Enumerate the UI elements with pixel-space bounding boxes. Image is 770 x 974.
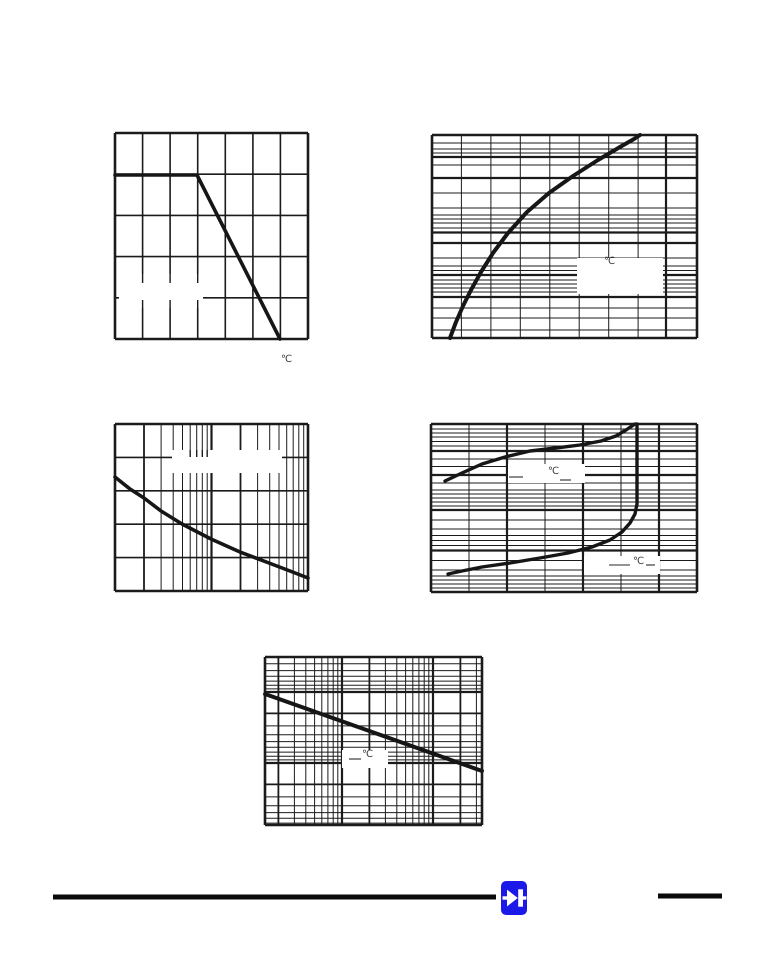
data-curve — [446, 422, 639, 576]
label-mask — [577, 258, 663, 294]
brand-logo — [501, 881, 527, 915]
celsius-label: ℃ — [604, 256, 616, 267]
footer-rule — [658, 893, 722, 899]
footer-rule — [53, 894, 496, 900]
fig1-linear-derating — [113, 131, 310, 341]
fig2-log-rise — [430, 133, 699, 340]
celsius-label: ℃ — [362, 749, 374, 760]
celsius-label: ℃ — [633, 556, 645, 567]
data-curve — [443, 422, 637, 483]
data-curve — [263, 692, 484, 773]
diode-icon — [502, 889, 527, 907]
fig4-logy-s-curves — [429, 422, 699, 594]
label-mask — [508, 464, 585, 483]
label-mask — [172, 450, 282, 473]
celsius-label: ℃ — [281, 354, 293, 365]
footer — [53, 881, 722, 915]
celsius-label: ℃ — [548, 466, 560, 477]
data-curve — [113, 173, 282, 341]
label-mask — [119, 274, 203, 308]
label-mask — [342, 750, 388, 768]
data-curve — [448, 133, 642, 340]
data-curve — [113, 475, 310, 580]
fig3-logx-decay — [113, 422, 310, 593]
fig5-loglog-line — [263, 655, 484, 827]
